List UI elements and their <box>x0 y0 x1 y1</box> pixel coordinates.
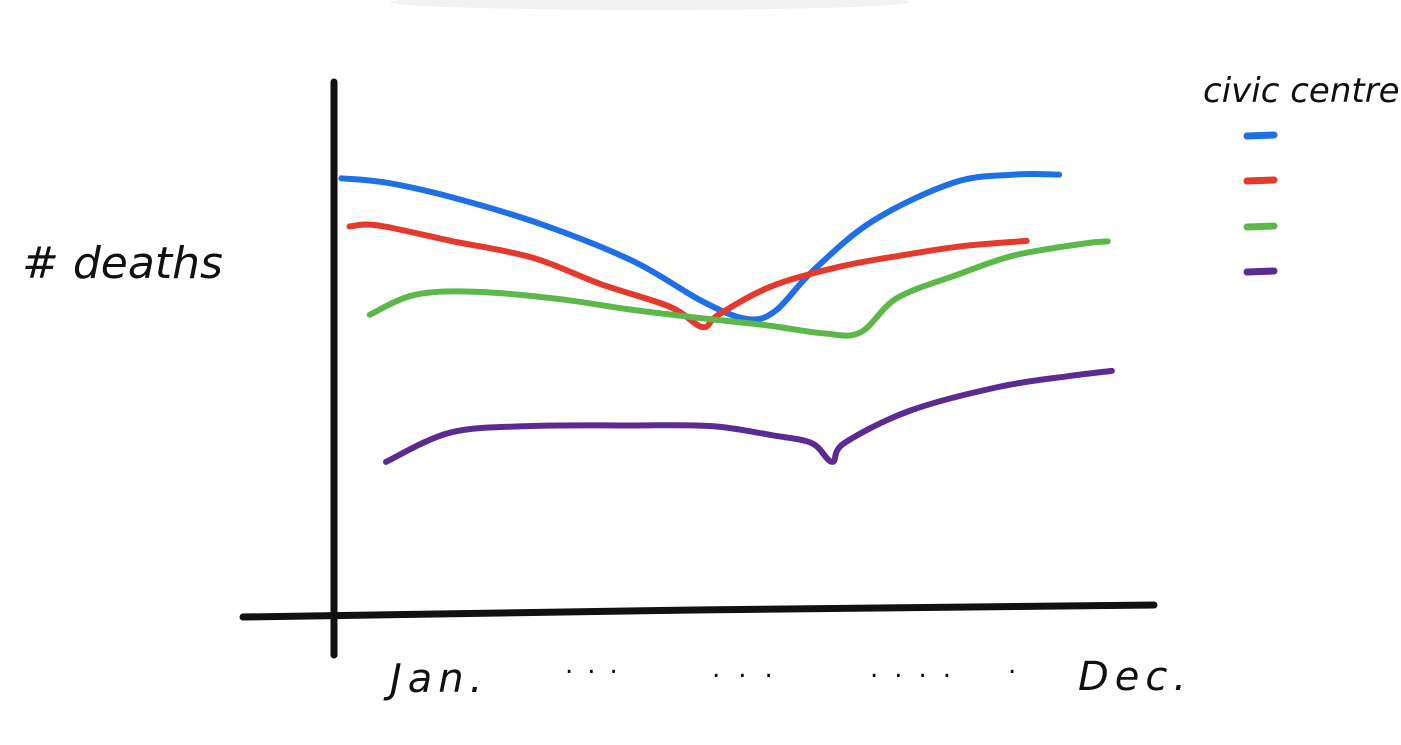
series-line-4 <box>383 367 1115 465</box>
y-axis-label: # deaths <box>22 238 223 289</box>
x-axis-line <box>239 601 1158 621</box>
x-tick-label-end: Dec. <box>1078 654 1192 700</box>
x-tick-label-start: Jan. <box>383 656 488 702</box>
legend-title: civic centre <box>1203 71 1400 111</box>
legend-swatch-2 <box>1243 176 1278 185</box>
series-layer <box>338 170 1115 465</box>
series-line-2 <box>346 221 1030 331</box>
legend-swatch-3 <box>1243 222 1278 231</box>
series-line-1 <box>338 170 1063 323</box>
legend-swatch-1 <box>1243 131 1278 140</box>
x-tick-ellipsis-3: .... <box>870 654 967 684</box>
legend <box>1243 131 1278 276</box>
series-line-3 <box>366 238 1111 339</box>
x-tick-ellipsis-2: ... <box>712 654 791 684</box>
x-tick-ellipsis-1: ... <box>565 650 632 680</box>
x-tick-ellipsis-4: . <box>1008 650 1016 680</box>
legend-swatch-4 <box>1243 267 1278 276</box>
